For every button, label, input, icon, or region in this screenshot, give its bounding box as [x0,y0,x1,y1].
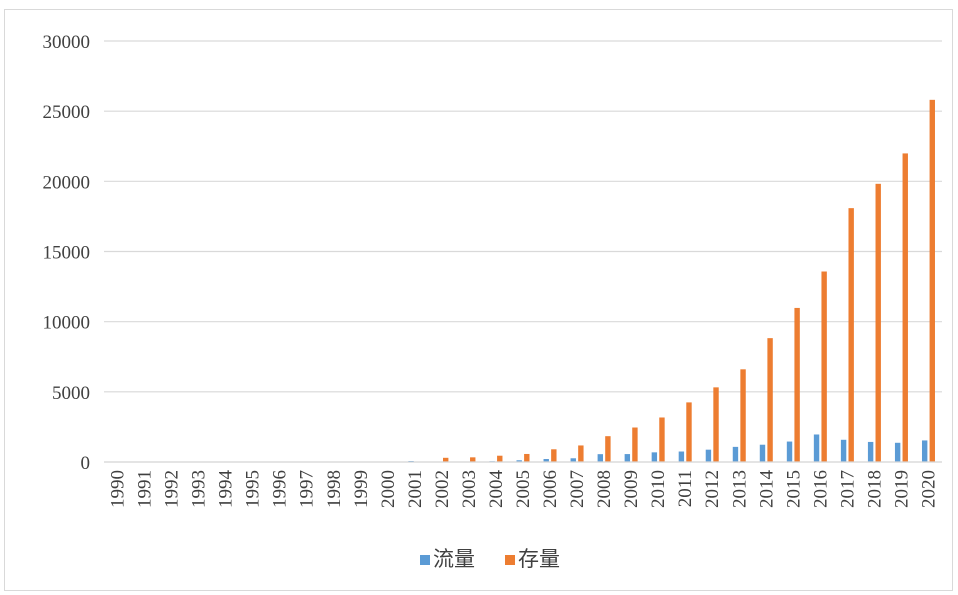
bar-flow-2018 [867,441,874,462]
bar-flow-2017 [840,439,847,462]
bar-stock-2008 [605,436,611,462]
bar-flow-2013 [732,446,739,462]
bar-flow-2009 [624,454,631,462]
bar-stock-2005 [524,453,530,462]
x-tick-label: 2019 [891,470,912,508]
bar-flow-2005 [516,460,522,462]
x-tick-label: 2003 [459,470,480,508]
y-tick-label: 30000 [43,32,91,53]
x-tick-label: 1994 [216,470,237,509]
bar-flow-2020 [921,440,928,462]
bar-flow-2010 [651,452,658,462]
x-tick-label: 2009 [621,470,642,508]
legend: 流量 存量 [420,547,560,571]
x-tick-label: 2011 [675,470,696,507]
x-tick-label: 2013 [729,470,750,508]
x-tick-label: 1999 [351,470,372,508]
legend-label: 存量 [518,547,560,571]
x-tick-label: 2008 [594,470,615,508]
x-tick-label: 1996 [270,470,291,508]
x-axis: 1990 1991 1992 1993 1994 1995 1996 1997 1998 1999… [104,461,942,509]
legend-swatch [420,555,430,565]
x-tick-label: 2007 [567,470,588,508]
bar-flow-2007 [570,458,576,462]
bar-stock-2015 [794,307,800,462]
y-tick-label: 0 [81,453,91,474]
x-tick-label: 2002 [432,470,453,508]
bar-stock-2017 [848,208,854,462]
legend-label: 流量 [433,547,475,571]
bar-stock-2018 [875,183,881,462]
y-tick-label: 10000 [43,313,91,334]
x-tick-label: 2015 [783,470,804,508]
bar-flow-2012 [705,449,712,462]
bar-flow-2015 [786,441,793,462]
x-tick-label: 2000 [378,470,399,508]
bar-stock-2012 [713,387,719,462]
x-tick-label: 1991 [135,470,156,508]
x-tick-label: 2001 [405,470,426,508]
x-tick-label: 1995 [243,470,264,508]
chart-frame [4,9,953,591]
y-tick-label: 5000 [52,383,90,404]
x-tick-label: 2020 [918,470,939,508]
bars [408,99,935,463]
y-axis: 0 5000 10000 15000 20000 25000 30000 [43,32,91,474]
bar-stock-2010 [659,417,665,462]
x-tick-label: 2010 [648,470,669,508]
x-tick-label: 1997 [297,470,318,508]
bar-stock-2019 [902,153,908,463]
bar-stock-2002 [443,457,449,462]
bar-flow-2011 [678,451,685,462]
y-tick-label: 25000 [43,102,91,123]
bar-stock-2003 [470,457,476,462]
x-tick-label: 2006 [540,470,561,508]
x-tick-label: 2016 [810,470,831,508]
x-tick-label: 2017 [837,470,858,508]
bar-stock-2013 [740,369,746,462]
x-tick-label: 1992 [162,470,183,508]
x-tick-label: 1993 [189,470,210,508]
bar-flow-2019 [894,442,901,462]
x-tick-label: 2014 [756,470,777,509]
bar-flow-2006 [543,459,549,462]
legend-swatch [505,555,515,565]
x-tick-label: 2005 [513,470,534,508]
bar-flow-2014 [759,444,766,462]
y-tick-label: 15000 [43,243,91,264]
bar-flow-2016 [813,434,820,462]
bar-stock-2004 [497,455,503,462]
bar-stock-2009 [632,427,638,462]
bar-stock-2020 [929,99,935,462]
x-tick-label: 2018 [864,470,885,508]
bar-stock-2014 [767,338,773,462]
x-tick-label: 1990 [108,470,129,508]
bar-flow-2008 [597,454,603,462]
bar-stock-2007 [578,445,584,462]
bar-stock-2006 [551,449,557,462]
gridlines [104,40,942,463]
x-tick-label: 1998 [324,470,345,508]
x-tick-label: 2012 [702,470,723,508]
x-tick-label: 2004 [486,470,507,509]
bar-stock-2016 [821,271,827,462]
bar-stock-2011 [686,402,692,462]
y-tick-label: 20000 [43,172,91,193]
